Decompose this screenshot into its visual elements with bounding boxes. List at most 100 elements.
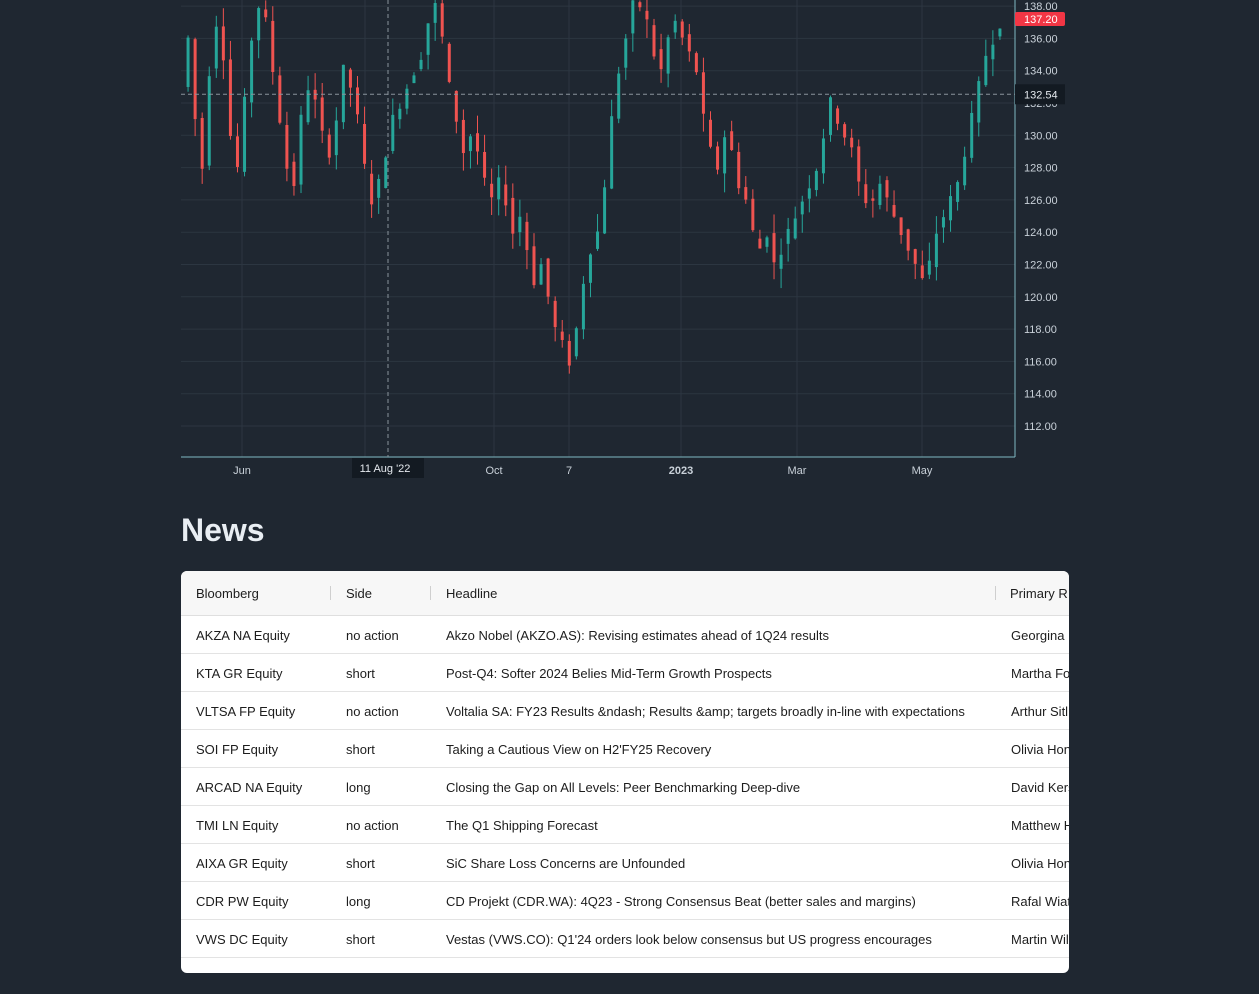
headline-cell[interactable]: Voltalia SA: FY23 Results &ndash; Result… (446, 704, 965, 719)
crosshair-price-label: 132.54 (1024, 89, 1058, 101)
column-resize-handle[interactable] (995, 586, 996, 600)
candle-body (419, 59, 423, 70)
candle-body (998, 28, 1002, 37)
crosshair-date-label: 11 Aug '22 (360, 463, 411, 475)
candle-body (532, 246, 536, 286)
news-row[interactable]: SOI FP Equity short Taking a Cautious View… (181, 730, 1069, 768)
crosshair-price-badge (1015, 84, 1065, 105)
candle-body (864, 184, 868, 204)
candle-body (906, 229, 910, 251)
news-row[interactable]: KTA GR Equity short Post-Q4: Softer 2024 B… (181, 654, 1069, 692)
side-cell: no action (346, 818, 399, 833)
side-cell: short (346, 856, 375, 871)
news-row[interactable]: ARCAD NA Equity long Closing the Gap on Al… (181, 768, 1069, 806)
news-row[interactable]: VWS DC Equity short Vestas (VWS.CO): Q1'24… (181, 920, 1069, 958)
candle-body (398, 108, 402, 120)
candle-body (892, 205, 896, 217)
column-header-bloomberg[interactable]: Bloomberg (196, 586, 259, 601)
candle-body (327, 134, 331, 158)
primary-analyst-cell: Olivia Hon (1011, 742, 1069, 757)
candle-body (970, 112, 974, 158)
candle-body (624, 38, 628, 68)
price-tick-label: 126.00 (1024, 195, 1058, 207)
primary-analyst-cell: Arthur Sitl (1011, 704, 1069, 719)
candle-body (871, 198, 875, 201)
column-header-side[interactable]: Side (346, 586, 373, 601)
column-header-primary-r[interactable]: Primary R (1010, 586, 1068, 601)
candle-body (800, 201, 804, 215)
primary-analyst-cell: Georgina I (1011, 628, 1069, 643)
candle-body (384, 157, 388, 189)
candle-body (751, 198, 755, 231)
headline-cell[interactable]: CD Projekt (CDR.WA): 4Q23 - Strong Conse… (446, 894, 916, 909)
news-row[interactable]: AIXA GR Equity short SiC Share Loss Concer… (181, 844, 1069, 882)
candle-body (243, 96, 247, 172)
headline-cell[interactable]: SiC Share Loss Concerns are Unfounded (446, 856, 686, 871)
price-tick-label: 130.00 (1024, 130, 1058, 142)
time-tick-label: 7 (566, 465, 572, 477)
news-row[interactable]: VLTSA FP Equity no action Voltalia SA: FY2… (181, 692, 1069, 730)
candle-body (433, 3, 437, 23)
candle-body (299, 114, 303, 185)
time-tick-label: May (912, 465, 933, 477)
candle-body (963, 156, 967, 186)
candle-body (638, 2, 642, 8)
price-tick-label: 134.00 (1024, 66, 1058, 78)
ticker-cell: VWS DC Equity (196, 932, 288, 947)
candle-body (186, 37, 190, 87)
time-tick-label: Mar (788, 465, 807, 477)
candle-body (560, 331, 564, 340)
candle-body (461, 119, 465, 154)
last-price-label: 137.20 (1024, 14, 1058, 26)
headline-cell[interactable]: Taking a Cautious View on H2'FY25 Recove… (446, 742, 712, 757)
candle-body (567, 340, 571, 366)
candle-body (363, 123, 367, 164)
price-tick-label: 124.00 (1024, 227, 1058, 239)
news-row[interactable]: TMI LN Equity no action The Q1 Shipping Fo… (181, 806, 1069, 844)
ticker-cell: SOI FP Equity (196, 742, 279, 757)
candle-body (807, 188, 811, 199)
candle-body (730, 131, 734, 150)
column-resize-handle[interactable] (330, 586, 331, 600)
headline-cell[interactable]: Akzo Nobel (AKZO.AS): Revising estimates… (446, 628, 829, 643)
ticker-cell: VLTSA FP Equity (196, 704, 296, 719)
candle-body (214, 26, 218, 69)
headline-cell[interactable]: The Q1 Shipping Forecast (446, 818, 598, 833)
side-cell: long (346, 780, 371, 795)
candle-body (292, 161, 296, 187)
candle-body (857, 146, 861, 182)
column-resize-handle[interactable] (430, 586, 431, 600)
price-chart[interactable]: 138.00136.00134.00132.00130.00128.00126.… (0, 0, 1259, 490)
candle-body (264, 9, 268, 18)
column-header-headline[interactable]: Headline (446, 586, 498, 601)
candle-body (829, 97, 833, 135)
candle-body (949, 196, 953, 221)
candle-body (723, 137, 727, 174)
candlestick-chart-svg[interactable]: 138.00136.00134.00132.00130.00128.00126.… (0, 0, 1259, 490)
headline-cell[interactable]: Post-Q4: Softer 2024 Belies Mid-Term Gro… (446, 666, 772, 681)
news-row[interactable]: AKZA NA Equity no action Akzo Nobel (AKZO.… (181, 616, 1069, 654)
side-cell: short (346, 932, 375, 947)
side-cell: long (346, 894, 371, 909)
candle-body (504, 184, 508, 206)
candle-body (843, 124, 847, 138)
time-tick-label: Jun (233, 465, 251, 477)
candle-body (631, 0, 635, 34)
candle-body (814, 170, 818, 191)
candle-body (320, 97, 324, 131)
candle-body (454, 90, 458, 122)
news-row[interactable]: CDR PW Equity long CD Projekt (CDR.WA): 4Q… (181, 882, 1069, 920)
candle-body (956, 182, 960, 202)
candle-body (525, 221, 529, 251)
candle-body (984, 55, 988, 86)
candle-body (355, 87, 359, 115)
candle-body (207, 76, 211, 166)
primary-analyst-cell: David Kers (1011, 780, 1069, 795)
candle-body (257, 8, 261, 41)
headline-cell[interactable]: Closing the Gap on All Levels: Peer Benc… (446, 780, 801, 795)
primary-analyst-cell: Matthew H (1011, 818, 1069, 833)
primary-analyst-cell: Martin Wil (1011, 932, 1069, 947)
headline-cell[interactable]: Vestas (VWS.CO): Q1'24 orders look below… (446, 932, 932, 947)
last-price-badge (1015, 12, 1065, 27)
candle-body (511, 197, 515, 234)
